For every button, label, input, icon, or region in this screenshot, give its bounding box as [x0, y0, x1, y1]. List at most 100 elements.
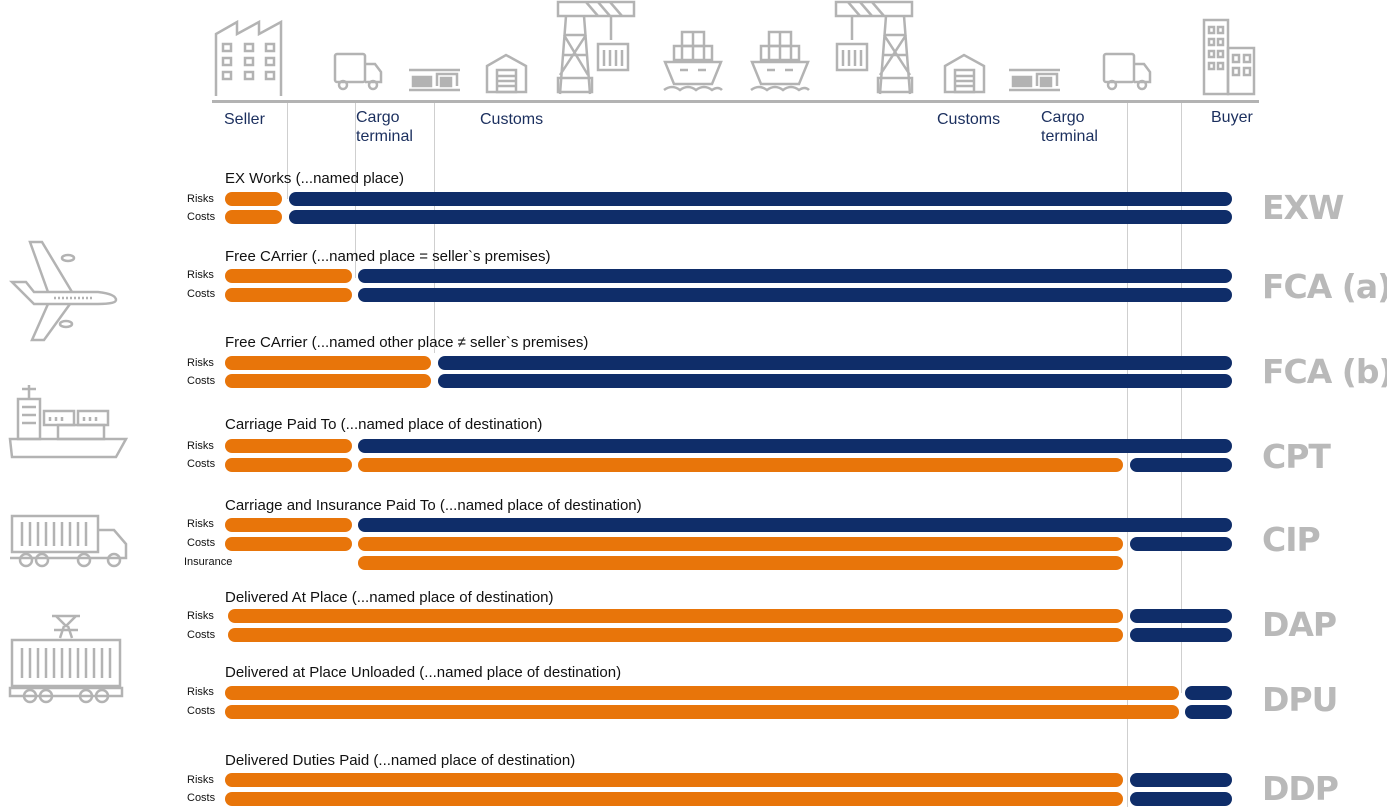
term-code-cpt: CPT: [1262, 437, 1331, 476]
term-title-exw: EX Works (...named place): [225, 170, 404, 187]
term-code-fca-a: FCA (a): [1262, 267, 1387, 306]
cargo-terminal-icon: [409, 68, 460, 92]
seller-risk-bar: [225, 356, 431, 370]
buyer-risk-bar: [1130, 773, 1232, 787]
row-label-risks: Risks: [187, 774, 214, 786]
guide-line: [434, 103, 435, 353]
buyer-risk-bar: [438, 356, 1232, 370]
seller-cost-bar: [225, 288, 352, 302]
row-label-costs: Costs: [187, 629, 216, 641]
term-title-fca-a: Free CArrier (...named place = seller`s …: [225, 248, 551, 265]
row-label-costs: Costs: [187, 375, 216, 387]
buyer-risk-bar: [289, 192, 1232, 206]
row-label-risks: Risks: [187, 357, 214, 369]
row-label-risks: Risks: [187, 686, 214, 698]
term-title-fca-b: Free CArrier (...named other place ≠ sel…: [225, 334, 589, 351]
seller-risk-bar: [225, 192, 282, 206]
seller-cost-bar: [225, 537, 352, 551]
seller-risk-bar: [225, 773, 1123, 787]
seller-insurance-bar: [358, 556, 1123, 570]
port-crane-icon: [834, 0, 914, 95]
seller-cost-bar: [225, 792, 1123, 806]
row-label-insurance: Insurance: [184, 556, 233, 568]
buyer-cost-bar: [1130, 458, 1232, 472]
freight-train-icon: [8, 614, 124, 704]
port-crane-icon: [556, 0, 636, 95]
buyer-cost-bar: [438, 374, 1232, 388]
seller-cost-bar: [225, 458, 352, 472]
buyer-risk-bar: [1130, 609, 1232, 623]
term-title-ddp: Delivered Duties Paid (...named place of…: [225, 752, 576, 769]
term-code-fca-b: FCA (b): [1262, 352, 1387, 391]
guide-line: [287, 103, 288, 199]
term-code-dap: DAP: [1262, 605, 1337, 644]
seller-cost-bar: [225, 210, 282, 224]
location-label-buyer: Buyer: [1211, 109, 1253, 126]
location-label-cargo-terminal: Cargo terminal: [1041, 108, 1098, 146]
term-title-cpt: Carriage Paid To (...named place of dest…: [225, 416, 543, 433]
buyer-risk-bar: [358, 269, 1232, 283]
row-label-costs: Costs: [187, 537, 216, 549]
seller-cost-bar: [225, 374, 431, 388]
term-code-ddp: DDP: [1262, 769, 1339, 808]
buyer-cost-bar: [289, 210, 1232, 224]
container-ship-icon: [750, 30, 810, 92]
term-title-cip: Carriage and Insurance Paid To (...named…: [225, 497, 642, 514]
delivery-truck-icon: [1102, 52, 1152, 91]
buyer-risk-bar: [358, 518, 1232, 532]
row-label-risks: Risks: [187, 440, 214, 452]
buyer-cost-bar: [1130, 792, 1232, 806]
location-label-customs: Customs: [480, 111, 544, 128]
seller-risk-bar: [225, 518, 352, 532]
delivery-truck-icon: [333, 52, 383, 91]
location-label-line: Cargo: [356, 109, 400, 126]
buyer-cost-bar: [1185, 705, 1232, 719]
row-label-risks: Risks: [187, 518, 214, 530]
guide-line: [1181, 103, 1182, 693]
seller-cost-bar: [225, 705, 1179, 719]
term-code-dpu: DPU: [1262, 680, 1338, 719]
row-label-risks: Risks: [187, 193, 214, 205]
location-label-cargo-terminal: Cargo terminal: [356, 108, 413, 146]
row-label-costs: Costs: [187, 705, 216, 717]
location-label-line: Cargo: [1041, 109, 1085, 126]
term-title-dpu: Delivered at Place Unloaded (...named pl…: [225, 664, 622, 681]
buyer-cost-bar: [1130, 628, 1232, 642]
row-label-risks: Risks: [187, 610, 214, 622]
buyer-risk-bar: [1185, 686, 1232, 700]
office-building-icon: [1202, 18, 1256, 96]
location-label-seller: Seller: [224, 111, 265, 128]
buyer-risk-bar: [358, 439, 1232, 453]
cargo-ship-icon: [8, 385, 129, 459]
row-label-costs: Costs: [187, 288, 216, 300]
seller-cost-bar: [228, 628, 1123, 642]
seller-risk-bar: [225, 686, 1179, 700]
seller-cost-bar: [358, 458, 1123, 472]
seller-risk-bar: [225, 269, 352, 283]
term-code-exw: EXW: [1262, 188, 1344, 227]
warehouse-icon: [485, 53, 528, 94]
term-code-cip: CIP: [1262, 520, 1321, 559]
row-label-costs: Costs: [187, 211, 216, 223]
row-label-costs: Costs: [187, 458, 216, 470]
buyer-cost-bar: [358, 288, 1232, 302]
seller-cost-bar: [358, 537, 1123, 551]
term-title-dap: Delivered At Place (...named place of de…: [225, 589, 554, 606]
container-ship-icon: [663, 30, 723, 92]
cargo-terminal-icon: [1009, 68, 1060, 92]
row-label-costs: Costs: [187, 792, 216, 804]
guide-line: [1127, 103, 1128, 807]
warehouse-icon: [943, 53, 986, 94]
factory-icon: [214, 19, 283, 96]
route-baseline: [212, 100, 1259, 103]
seller-risk-bar: [225, 439, 352, 453]
seller-risk-bar: [228, 609, 1123, 623]
location-label-line: terminal: [1041, 128, 1098, 145]
guide-line: [355, 103, 356, 278]
airplane-icon: [8, 240, 118, 342]
row-label-risks: Risks: [187, 269, 214, 281]
location-label-customs: Customs: [937, 111, 1001, 128]
location-label-line: terminal: [356, 128, 413, 145]
container-truck-icon: [10, 514, 128, 568]
